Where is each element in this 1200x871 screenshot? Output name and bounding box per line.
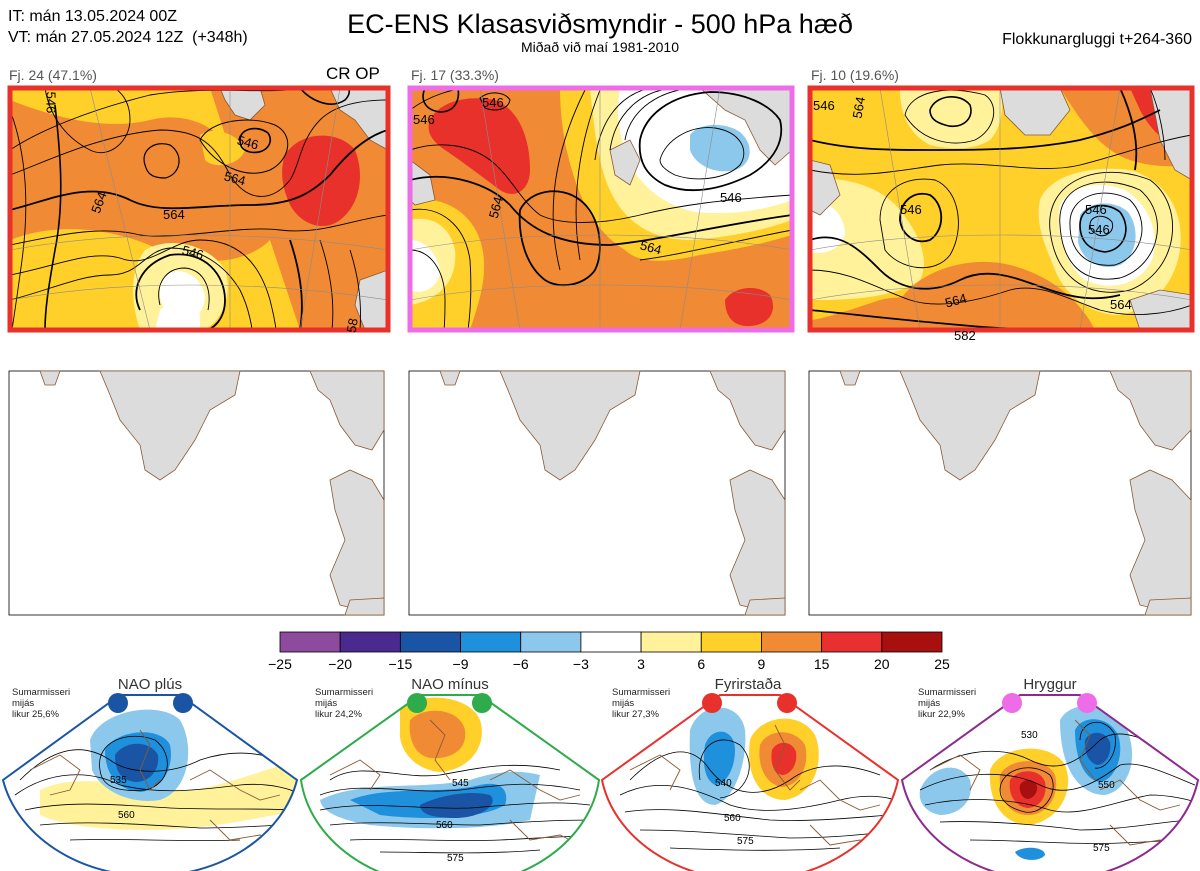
regime-1-dot-left [108,693,128,713]
colorbar-swatch [339,631,401,653]
regime-1-title: NAO plús [117,676,183,693]
regime-2-note: Sumarmisseri mijás likur 24,2% [315,687,374,720]
cluster-1-tag: CR OP [326,64,380,83]
regime-1-note: Sumarmisseri mijás likur 25,6% [12,687,71,720]
contour-label: 546 [1085,202,1107,217]
regime-3-title: Fyrirstaða [714,676,782,693]
regime-contour-label: 560 [436,820,453,831]
cluster-2-map [410,88,792,330]
colorbar-tick-label: 20 [874,656,890,672]
empty-map-3 [808,370,1192,616]
regime-2-dot-right [472,693,492,713]
regime-contour-label: 575 [1093,843,1110,854]
colorbar-tick-label: −9 [452,656,469,672]
colorbar-swatch [580,631,642,653]
contour-label: 546 [720,190,742,205]
regime-1-dot-right [173,693,193,713]
regime-contour-label: 575 [447,853,464,864]
regime-contour-label: 535 [110,775,127,786]
colorbar-swatch [821,631,883,653]
colorbar-tick-label: 9 [757,656,766,672]
regime-contour-label: 530 [1021,730,1038,741]
colorbar-tick-label: −3 [572,656,589,672]
regime-contour-label: 540 [715,778,732,789]
colorbar-swatch [520,631,582,653]
contour-label: 582 [954,328,976,343]
empty-map-2 [408,370,786,616]
colorbar-tick-label: 6 [697,656,706,672]
regime-contour-label: 550 [1098,780,1115,791]
colorbar-swatch [881,631,943,653]
cluster-1-map [10,88,388,330]
regime-contour-label: 560 [118,810,135,821]
init-time-text: IT: mán 13.05.2024 00Z VT: mán 27.05.2024… [8,8,248,46]
page-subtitle: Miðað við maí 1981-2010 [521,39,679,55]
contour-label: 546 [413,112,435,127]
regime-contour-label: 575 [737,836,754,847]
regime-4-dot-left [1002,693,1022,713]
contour-label: 546 [813,98,835,113]
regime-contour-label: 545 [452,778,469,789]
regime-contour-label: 560 [724,813,741,824]
colorbar-swatch [460,631,522,653]
cluster-1-label: Fj. 24 (47.1%) [9,67,97,83]
colorbar-swatch [279,631,341,653]
regime-4-title: Hryggur [1023,676,1077,693]
colorbar-tick-label: −25 [268,656,292,672]
regime-4-dot-right [1077,693,1097,713]
colorbar-tick-label: 15 [813,656,830,672]
colorbar-swatch [700,631,762,653]
regime-3-note: Sumarmisseri mijás likur 27,3% [612,687,671,720]
regime-1-frame [1,694,299,871]
contour-label: 546 [482,95,504,110]
colorbar [279,631,943,653]
cluster-3-label: Fj. 10 (19.6%) [811,67,899,83]
colorbar-tick-label: −6 [512,656,529,672]
regime-4-note: Sumarmisseri mijás likur 22,9% [918,687,977,720]
contour-label: 564 [163,207,185,222]
regime-2-title: NAO mínus [411,676,489,693]
contour-label: 546 [1088,222,1110,237]
regime-3-dot-right [777,693,797,713]
regime-3-frame [600,694,900,871]
classification-window: Flokkunargluggi t+264-360 [1002,31,1192,48]
cluster-3-map [810,88,1192,330]
colorbar-tick-label: −15 [388,656,413,672]
cluster-3-frame [807,85,1195,333]
contour-label: 546 [43,91,59,114]
colorbar-tick-label: 3 [637,656,645,672]
cluster-2-frame [407,85,795,333]
contour-label: 564 [1110,297,1132,312]
page-title: EC-ENS Klasasviðsmyndir - 500 hPa hæð [347,9,853,39]
colorbar-tick-label: 25 [934,656,950,672]
cluster-1-frame [7,85,391,333]
contour-label: 546 [900,202,922,217]
colorbar-tick-label: −20 [328,656,353,672]
colorbar-swatch [640,631,702,653]
colorbar-swatch [399,631,461,653]
regime-4-frame [900,694,1200,871]
cluster-2-label: Fj. 17 (33.3%) [411,67,499,83]
regime-2-frame [299,694,601,871]
regime-3-dot-left [702,693,722,713]
regime-2-dot-left [407,693,427,713]
colorbar-swatch [761,631,823,653]
contour-label: 58 [343,317,361,334]
empty-map-1 [8,370,385,616]
